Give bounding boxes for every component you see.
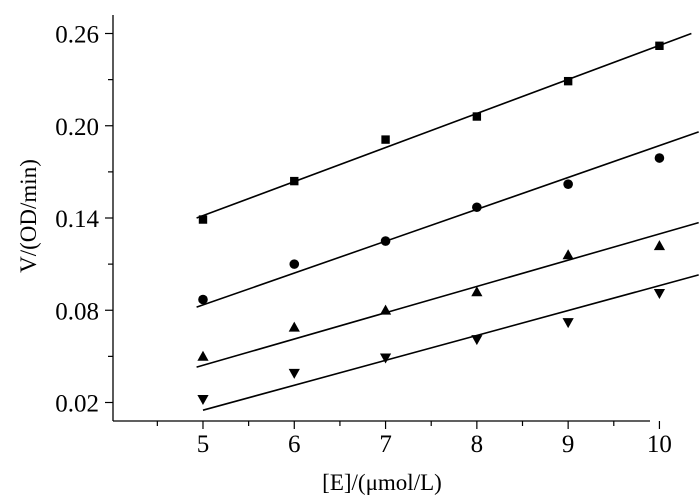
axis-ticks xyxy=(105,32,661,429)
x-tick-label: 6 xyxy=(288,431,301,458)
data-point-series-2 xyxy=(198,294,208,305)
fit-line-series-3 xyxy=(196,221,699,368)
y-tick-label: 0.20 xyxy=(55,114,99,141)
x-tick-label: 10 xyxy=(647,431,672,458)
x-tick-label: 7 xyxy=(379,431,392,458)
axes xyxy=(112,15,650,422)
y-tick-label: 0.02 xyxy=(55,391,99,418)
data-point-series-1 xyxy=(198,215,208,224)
data-point-series-1 xyxy=(381,135,390,144)
x-tick-label: 9 xyxy=(562,431,575,458)
tick-labels: 5 6 7 8 9 10 0.02 0.08 0.14 0.20 0.26 xyxy=(55,22,672,459)
data-point-series-2 xyxy=(472,202,482,213)
data-point-series-2 xyxy=(563,179,573,189)
data-point-series-1 xyxy=(472,112,482,121)
data-point-series-1 xyxy=(290,176,299,186)
fit-line-series-1 xyxy=(196,32,692,219)
y-tick-label: 0.14 xyxy=(55,206,99,233)
x-tick-label: 5 xyxy=(197,431,210,458)
data-point-series-4 xyxy=(653,288,666,299)
data-point-series-2 xyxy=(380,236,391,246)
data-point-series-3 xyxy=(471,286,483,297)
y-axis-title: V/(OD/min) xyxy=(16,159,41,273)
fit-lines xyxy=(196,32,699,411)
data-point-series-3 xyxy=(197,350,209,361)
data-point-series-2 xyxy=(654,153,665,163)
data-point-series-3 xyxy=(288,321,300,332)
data-point-series-1 xyxy=(655,41,664,50)
data-point-series-2 xyxy=(289,259,300,269)
data-point-series-4 xyxy=(562,318,574,329)
x-axis-title: [E]/(μmol/L) xyxy=(322,470,442,495)
data-point-series-3 xyxy=(653,240,666,251)
data-point-series-1 xyxy=(563,76,573,86)
data-point-series-4 xyxy=(288,368,300,379)
fit-line-series-4 xyxy=(202,274,699,411)
data-point-series-4 xyxy=(471,335,483,346)
data-point-series-3 xyxy=(379,304,392,315)
data-point-series-4 xyxy=(197,395,209,406)
data-markers xyxy=(197,41,666,406)
y-tick-label: 0.26 xyxy=(55,22,99,49)
data-point-series-4 xyxy=(379,353,392,364)
data-point-series-3 xyxy=(562,249,574,260)
x-tick-label: 8 xyxy=(471,431,484,458)
y-tick-label: 0.08 xyxy=(55,298,99,325)
fit-line-series-2 xyxy=(196,131,699,308)
